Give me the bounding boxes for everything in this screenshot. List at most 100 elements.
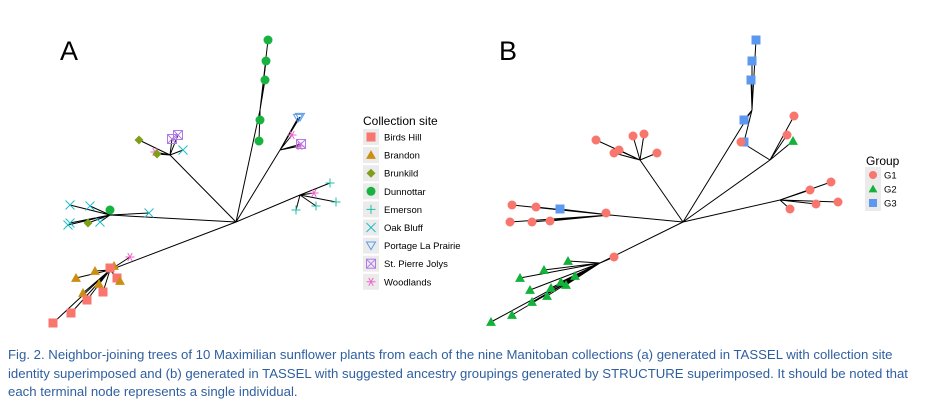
terminal-node bbox=[546, 283, 556, 292]
terminal-node bbox=[292, 113, 304, 124]
legend-key-g1 bbox=[869, 171, 877, 179]
terminal-node bbox=[561, 280, 571, 289]
terminal-node bbox=[811, 199, 821, 209]
figure-caption: Fig. 2. Neighbor-joining trees of 10 Max… bbox=[8, 347, 908, 400]
terminal-node bbox=[527, 217, 537, 227]
legend-key-portage-la-prairie bbox=[365, 241, 377, 251]
terminal-node bbox=[746, 75, 756, 85]
legend-label: G2 bbox=[884, 185, 897, 196]
panel-b-tree: B bbox=[486, 35, 843, 326]
legend-label: Oak Bluff bbox=[384, 223, 423, 234]
tree-a-nodes bbox=[48, 35, 341, 328]
terminal-node bbox=[85, 201, 95, 211]
terminal-node bbox=[747, 56, 757, 66]
terminal-node bbox=[527, 297, 537, 306]
terminal-node bbox=[112, 273, 122, 283]
figure: A Collection site Birds Hill Brandon Brunk… bbox=[48, 35, 900, 328]
terminal-node bbox=[254, 136, 264, 146]
terminal-node bbox=[563, 256, 573, 265]
terminal-node bbox=[78, 288, 88, 297]
legend-label: Portage La Prairie bbox=[384, 241, 461, 252]
terminal-node bbox=[98, 287, 108, 297]
terminal-node bbox=[144, 208, 154, 218]
terminal-node bbox=[63, 220, 73, 230]
terminal-node bbox=[751, 35, 761, 45]
terminal-node bbox=[125, 252, 135, 262]
terminal-node bbox=[736, 137, 746, 147]
panel-b-legend: Group G1 G2 G3 bbox=[865, 154, 900, 211]
terminal-node bbox=[505, 217, 515, 227]
terminal-node bbox=[167, 134, 177, 144]
terminal-node bbox=[739, 115, 749, 125]
legend-key-emerson bbox=[366, 204, 376, 214]
legend-label: Woodlands bbox=[384, 277, 432, 288]
terminal-node bbox=[65, 200, 75, 210]
legend-b-title: Group bbox=[866, 154, 900, 168]
terminal-node bbox=[294, 112, 306, 123]
terminal-node bbox=[486, 317, 496, 326]
terminal-node bbox=[531, 202, 541, 212]
terminal-node bbox=[311, 201, 321, 211]
terminal-node bbox=[542, 291, 552, 300]
tree-b-nodes bbox=[486, 35, 843, 326]
terminal-node bbox=[95, 217, 105, 227]
terminal-node bbox=[652, 148, 662, 158]
legend-key-brandon bbox=[366, 150, 376, 159]
legend-key-st-pierre-jolys bbox=[366, 258, 376, 269]
panel-a-tree: A bbox=[48, 35, 341, 328]
terminal-node bbox=[545, 216, 555, 226]
terminal-node bbox=[515, 273, 525, 282]
terminal-node bbox=[105, 263, 115, 273]
terminal-node bbox=[826, 177, 836, 187]
terminal-node bbox=[263, 35, 273, 45]
legend-label: Brunkild bbox=[384, 169, 418, 180]
terminal-node bbox=[591, 135, 601, 145]
terminal-node bbox=[782, 130, 792, 140]
terminal-node bbox=[115, 276, 125, 285]
legend-key-oak-bluff bbox=[366, 222, 376, 233]
legend-label: G3 bbox=[884, 199, 897, 210]
terminal-node bbox=[833, 197, 843, 207]
terminal-node bbox=[94, 279, 104, 288]
terminal-node bbox=[291, 205, 301, 215]
terminal-node bbox=[82, 295, 92, 305]
tree-a-branches bbox=[52, 39, 337, 324]
terminal-node bbox=[48, 318, 58, 328]
terminal-node bbox=[83, 218, 93, 228]
terminal-node bbox=[539, 265, 549, 274]
terminal-node bbox=[309, 188, 319, 198]
panel-b-label: B bbox=[499, 36, 517, 66]
terminal-node bbox=[260, 75, 270, 85]
legend-a-title: Collection site bbox=[363, 114, 438, 128]
terminal-node bbox=[134, 135, 144, 145]
terminal-node bbox=[331, 197, 341, 207]
terminal-node bbox=[614, 145, 624, 155]
legend-key-birds-hill bbox=[366, 132, 376, 142]
tree-b-branches bbox=[490, 39, 839, 323]
terminal-node bbox=[788, 136, 798, 145]
legend-key-g3 bbox=[869, 199, 877, 207]
terminal-node bbox=[152, 149, 162, 159]
terminal-node bbox=[601, 208, 611, 218]
terminal-node bbox=[105, 205, 115, 215]
legend-key-dunnottar bbox=[366, 186, 376, 196]
terminal-node bbox=[261, 56, 271, 66]
legend-key-g2 bbox=[868, 184, 878, 193]
panel-a-legend: Collection site Birds Hill Brandon Brunkil… bbox=[363, 114, 461, 290]
terminal-node bbox=[90, 266, 100, 275]
terminal-node bbox=[178, 145, 188, 155]
terminal-node bbox=[325, 178, 335, 188]
legend-key-brunkild bbox=[366, 168, 376, 178]
legend-label: Brandon bbox=[384, 151, 420, 162]
legend-label: G1 bbox=[884, 171, 897, 182]
terminal-node bbox=[507, 200, 517, 210]
legend-label: Dunnottar bbox=[384, 187, 426, 198]
terminal-node bbox=[71, 273, 81, 282]
terminal-node bbox=[525, 285, 535, 294]
legend-label: Emerson bbox=[384, 205, 422, 216]
panel-a-label: A bbox=[60, 36, 78, 66]
terminal-node bbox=[570, 271, 580, 280]
terminal-node bbox=[66, 308, 76, 318]
terminal-node bbox=[507, 310, 517, 319]
terminal-node bbox=[556, 277, 566, 286]
